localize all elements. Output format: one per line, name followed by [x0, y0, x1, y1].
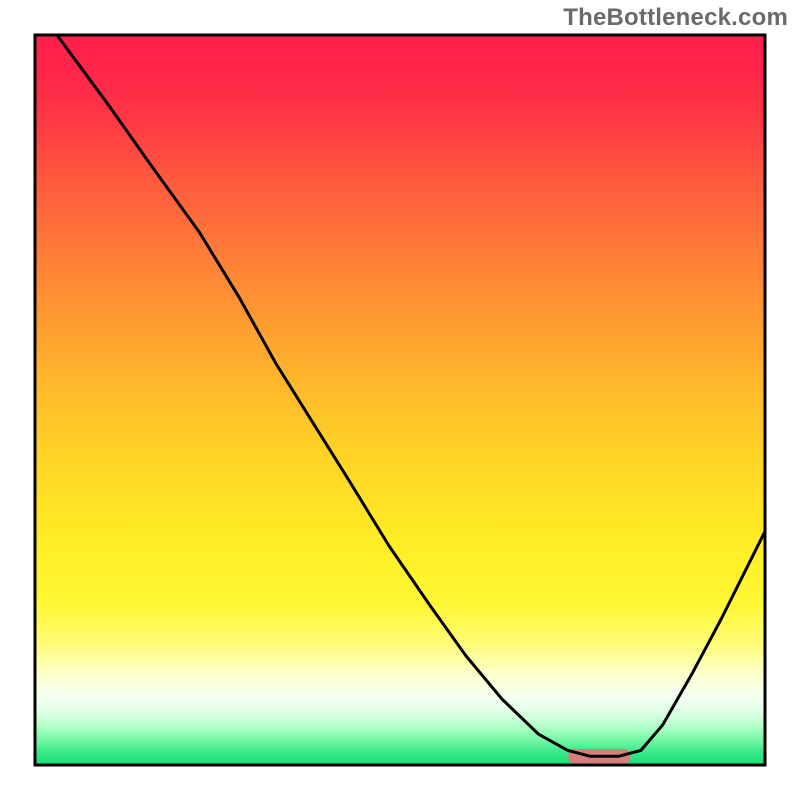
plot-gradient-background — [35, 35, 765, 765]
chart-container: TheBottleneck.com — [0, 0, 800, 800]
attribution-text: TheBottleneck.com — [563, 4, 788, 32]
bottleneck-chart — [0, 0, 800, 800]
